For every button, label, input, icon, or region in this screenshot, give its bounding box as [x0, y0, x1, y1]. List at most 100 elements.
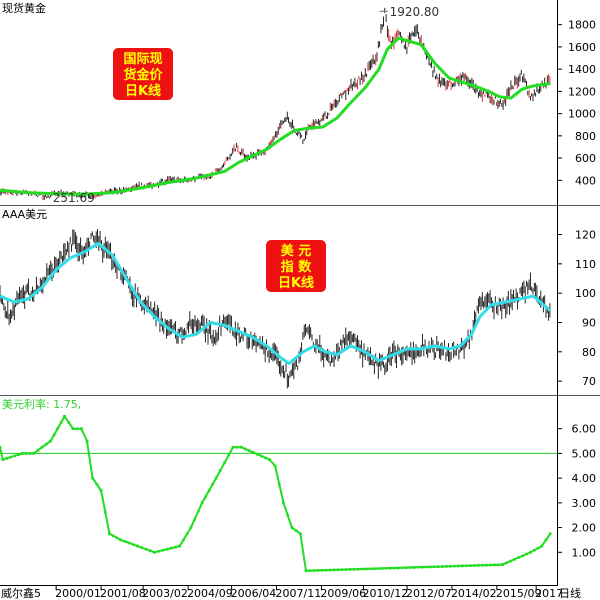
x-tick-label: 2015/09: [496, 587, 542, 600]
rate-point: [174, 545, 177, 549]
rate-point: [408, 566, 412, 569]
rate-point: [235, 445, 239, 449]
rate-point: [123, 540, 127, 543]
rate-point: [477, 564, 480, 567]
rate-point: [132, 543, 135, 546]
rate-point: [161, 548, 165, 552]
rate-point: [95, 483, 99, 486]
rate-point: [396, 566, 400, 570]
rate-point: [290, 526, 294, 529]
rate-point: [99, 489, 103, 492]
rate-point: [356, 567, 360, 571]
rate-point: [153, 550, 156, 554]
rate-point: [376, 567, 380, 570]
rate-point: [211, 483, 214, 486]
rate-point: [28, 452, 32, 455]
rate-point: [416, 565, 420, 569]
rate-point: [193, 518, 196, 521]
y-tick-label: 1400: [568, 63, 596, 76]
rate-point: [219, 469, 222, 472]
y-tick-label: 800: [575, 130, 596, 143]
rate-point: [91, 476, 94, 480]
rate-point: [207, 489, 211, 492]
x-axis-left-label: 威尔鑫5: [1, 586, 41, 600]
rate-point: [544, 538, 548, 542]
moving-average-line: [0, 36, 551, 196]
rate-point: [49, 439, 52, 443]
rate-point: [453, 564, 456, 568]
y-tick-label: 90: [582, 316, 596, 329]
rate-point: [513, 558, 516, 561]
rate-point: [67, 421, 71, 424]
x-axis-right-label: 日线: [559, 586, 581, 600]
rate-point: [182, 538, 185, 542]
annotation-label: 251.69: [53, 191, 95, 205]
rate-point: [540, 544, 544, 548]
badge-text-line: 国际现: [123, 52, 162, 67]
moving-average-line: [0, 241, 552, 365]
rate-point: [364, 567, 368, 571]
x-tick-label: 2003/02: [142, 587, 188, 600]
rate-point: [445, 565, 448, 568]
rate-point: [485, 563, 488, 567]
rate-point: [75, 427, 79, 431]
rate-point: [312, 569, 316, 572]
rate-point: [332, 568, 336, 572]
x-tick-label: 2004/09: [187, 587, 233, 600]
badge-text-line: 美 元: [281, 243, 312, 259]
rate-point: [294, 529, 298, 532]
panel-title: 现货黄金: [2, 1, 46, 15]
x-tick-label: 2007/11: [276, 587, 322, 600]
rate-point: [316, 569, 320, 572]
x-tick-label: 2014/02: [451, 587, 497, 600]
rate-point: [40, 445, 44, 449]
rate-point: [437, 565, 440, 568]
rate-point: [336, 568, 340, 572]
rate-point: [0, 445, 2, 449]
rate-point: [189, 526, 193, 529]
rate-point: [286, 513, 290, 517]
rate-point: [536, 546, 540, 550]
y-tick-label: 1000: [568, 108, 596, 121]
y-tick-label: 5.00: [572, 447, 597, 460]
rate-point: [497, 563, 500, 567]
badge-text-line: 指 数: [281, 259, 313, 275]
y-tick-label: 80: [582, 346, 596, 359]
rate-point: [9, 455, 12, 459]
rate-point: [388, 566, 392, 570]
rate-point: [360, 567, 364, 571]
y-tick-label: 120: [575, 229, 596, 242]
rate-point: [200, 501, 204, 505]
rate-point: [32, 452, 35, 455]
badge-background: [113, 48, 173, 100]
y-tick-label: 1800: [568, 19, 596, 32]
rate-point: [252, 451, 255, 454]
rate-point: [103, 510, 107, 514]
rate-point: [227, 453, 231, 457]
rate-point: [380, 567, 384, 570]
rate-point: [119, 538, 123, 542]
panel-rate: 1.00 2.00 3.00 4.00 5.00 6.00 美元利率: 1.75,: [0, 397, 597, 573]
rate-point: [481, 563, 484, 567]
rate-point: [169, 546, 173, 550]
rate-point: [268, 458, 271, 461]
rate-point: [320, 569, 324, 572]
rate-point: [59, 421, 63, 424]
rate-point: [52, 433, 56, 437]
rate-point: [278, 483, 281, 486]
rate-point: [548, 532, 552, 536]
rate-point: [392, 566, 396, 570]
x-tick-label: 2012/07: [406, 587, 452, 600]
y-tick-label: 600: [575, 152, 596, 165]
y-tick-label: 3.00: [572, 497, 597, 510]
rate-point: [5, 457, 9, 460]
rate-point: [157, 549, 160, 553]
rate-point: [136, 544, 139, 548]
rate-point: [340, 568, 344, 571]
rate-point: [127, 541, 131, 545]
rate-point: [256, 453, 259, 456]
rate-point: [505, 561, 508, 565]
rate-point: [214, 476, 218, 480]
